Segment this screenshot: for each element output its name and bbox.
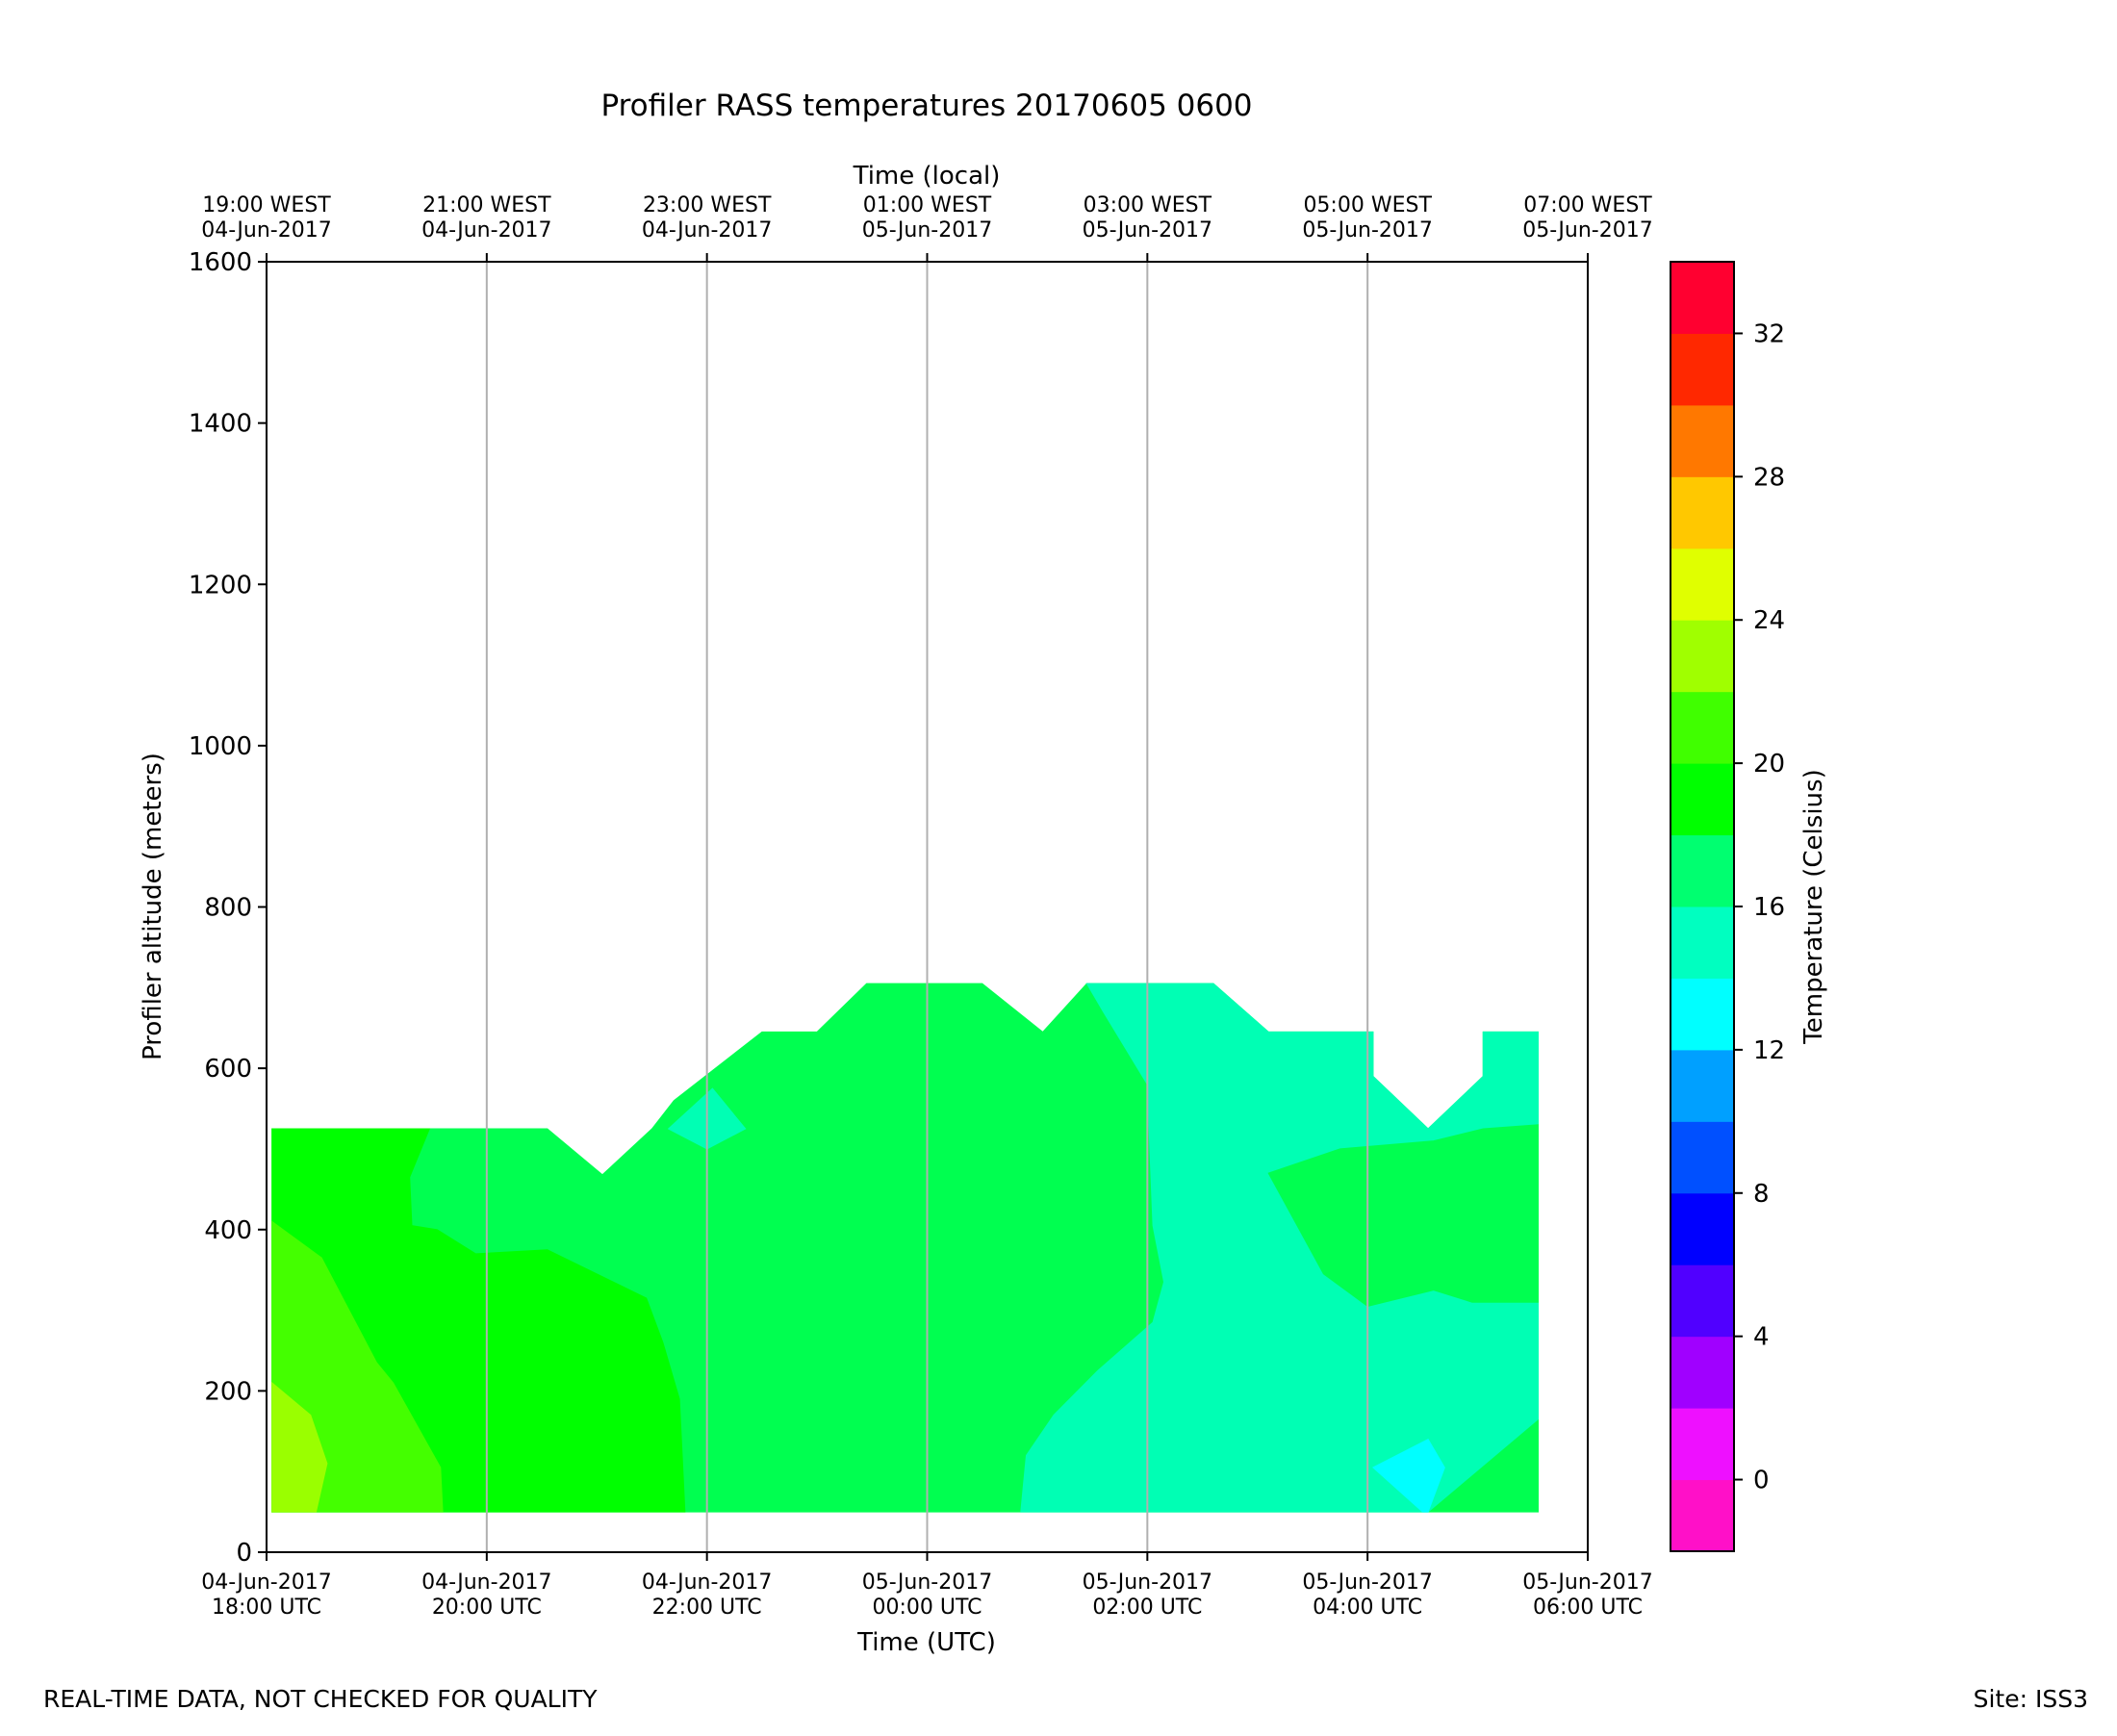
y-tick-label: 1000 (189, 732, 252, 761)
y-tick-label: 400 (204, 1216, 252, 1245)
colorbar-swatch (1671, 978, 1734, 1051)
colorbar-swatch (1671, 333, 1734, 406)
x-tick-label-time: 06:00 UTC (1533, 1596, 1643, 1620)
chart-title: Profiler RASS temperatures 20170605 0600 (600, 89, 1252, 123)
site-label: Site: ISS3 (1974, 1685, 2088, 1713)
x-tick-label-date: 05-Jun-2017 (862, 1570, 992, 1595)
top-axis-label: Time (local) (853, 162, 1001, 191)
y-tick-label: 200 (204, 1377, 252, 1406)
x-tick-label-time: 02:00 UTC (1092, 1596, 1202, 1620)
x-tick-label-date: 05-Jun-2017 (1083, 1570, 1212, 1595)
contour-regions (271, 983, 1539, 1513)
y-tick-label: 0 (236, 1539, 252, 1568)
colorbar-tick-label: 0 (1753, 1467, 1770, 1495)
colorbar-swatch (1671, 1336, 1734, 1409)
top-x-tick-label-time: 03:00 WEST (1084, 193, 1212, 217)
colorbar-tick-label: 12 (1753, 1036, 1785, 1065)
y-tick-label: 800 (204, 894, 252, 923)
colorbar-swatch (1671, 620, 1734, 693)
colorbar-tick-label: 32 (1753, 319, 1785, 348)
top-x-tick-label-date: 05-Jun-2017 (1083, 218, 1212, 243)
colorbar-swatch (1671, 1408, 1734, 1481)
colorbar-swatch (1671, 1192, 1734, 1265)
x-tick-label-time: 04:00 UTC (1313, 1596, 1422, 1620)
colorbar: 0 4 8 12 16 20 24 28 32 (1671, 262, 1785, 1552)
top-x-tick-label-date: 05-Jun-2017 (1302, 218, 1432, 243)
colorbar-label: Temperature (Celsius) (1799, 769, 1828, 1044)
top-x-tick-label-time: 01:00 WEST (863, 193, 992, 217)
top-x-tick-label-time: 05:00 WEST (1303, 193, 1432, 217)
colorbar-swatch (1671, 1121, 1734, 1194)
colorbar-tick-label: 4 (1753, 1323, 1770, 1352)
x-tick-label-time: 00:00 UTC (872, 1596, 982, 1620)
top-x-tick-label-date: 05-Jun-2017 (1522, 218, 1652, 243)
colorbar-tick-label: 16 (1753, 893, 1785, 922)
colorbar-swatch (1671, 1049, 1734, 1122)
colorbar-swatch (1671, 404, 1734, 477)
colorbar-swatch (1671, 906, 1734, 979)
colorbar-swatch (1671, 763, 1734, 836)
colorbar-tick-label: 28 (1753, 463, 1785, 492)
top-x-tick-label-date: 04-Jun-2017 (642, 218, 772, 243)
top-x-tick-label-time: 07:00 WEST (1523, 193, 1652, 217)
contour-region-4 (1372, 1439, 1445, 1513)
colorbar-swatch (1671, 834, 1734, 907)
colorbar-frame (1670, 261, 1735, 1552)
top-x-tick-label-time: 19:00 WEST (202, 193, 331, 217)
top-x-tick-label-date: 05-Jun-2017 (862, 218, 992, 243)
vertical-gridlines (485, 262, 1369, 1552)
colorbar-swatch (1671, 476, 1734, 549)
y-tick-label: 1400 (189, 410, 252, 439)
top-x-tick-label-date: 04-Jun-2017 (421, 218, 551, 243)
x-axis-label: Time (UTC) (856, 1628, 996, 1657)
top-x-tick-label-time: 23:00 WEST (643, 193, 772, 217)
colorbar-swatch (1671, 262, 1734, 334)
x-tick-label-time: 18:00 UTC (212, 1596, 321, 1620)
top-x-tick-label-date: 04-Jun-2017 (201, 218, 331, 243)
x-tick-label-date: 04-Jun-2017 (201, 1570, 331, 1595)
colorbar-swatch (1671, 1264, 1734, 1338)
colorbar-swatch (1671, 691, 1734, 764)
y-axis: 0 200 400 600 800 1000 1200 1400 1600 (189, 248, 267, 1568)
data-quality-note: REAL-TIME DATA, NOT CHECKED FOR QUALITY (43, 1685, 598, 1713)
colorbar-tick-label: 8 (1753, 1180, 1770, 1209)
x-tick-label-time: 20:00 UTC (432, 1596, 542, 1620)
x-tick-label-date: 04-Jun-2017 (642, 1570, 772, 1595)
contour-region-1 (1020, 983, 1539, 1513)
y-tick-label: 1200 (189, 571, 252, 600)
top-x-tick-label-time: 21:00 WEST (422, 193, 551, 217)
colorbar-tick-label: 24 (1753, 606, 1785, 635)
colorbar-tick-label: 20 (1753, 750, 1785, 779)
x-tick-label-date: 04-Jun-2017 (421, 1570, 551, 1595)
y-tick-label: 1600 (189, 248, 252, 277)
contour-region-3 (1267, 1124, 1539, 1307)
x-tick-label-date: 05-Jun-2017 (1302, 1570, 1432, 1595)
y-axis-label: Profiler altitude (meters) (139, 753, 167, 1060)
y-tick-label: 600 (204, 1055, 252, 1084)
contour-region-7 (271, 1381, 328, 1513)
colorbar-swatch (1671, 548, 1734, 621)
colorbar-swatch (1671, 1479, 1734, 1552)
x-tick-label-time: 22:00 UTC (652, 1596, 762, 1620)
x-tick-label-date: 05-Jun-2017 (1522, 1570, 1652, 1595)
